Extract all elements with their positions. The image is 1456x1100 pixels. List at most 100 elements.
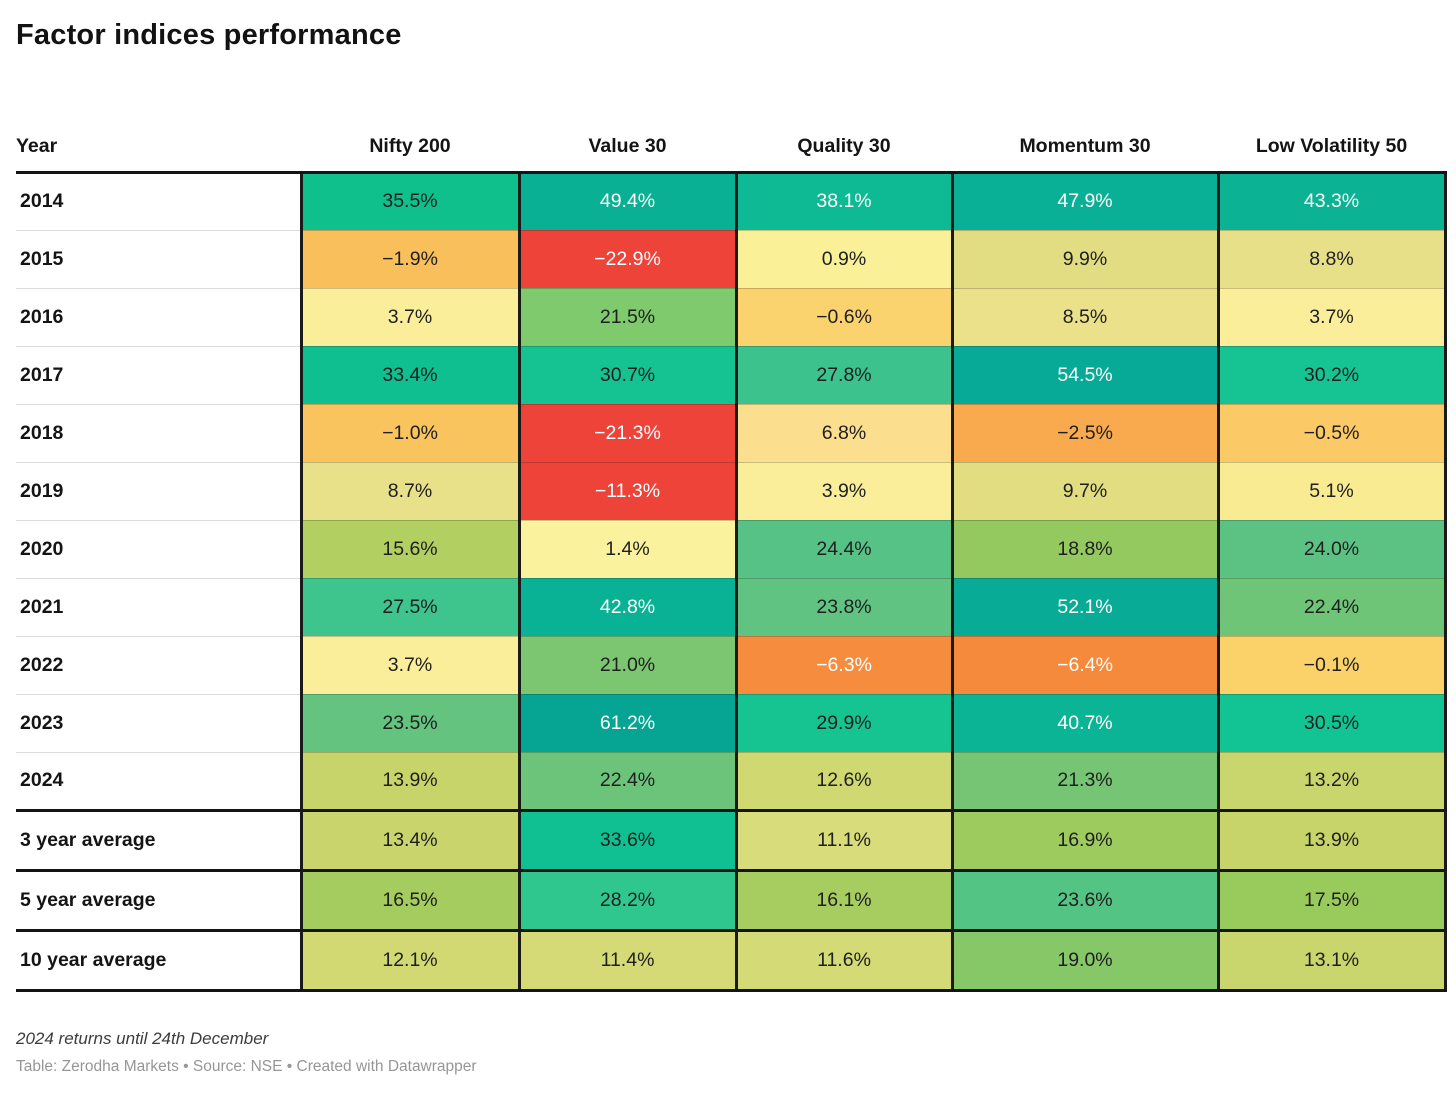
- value-cell-nifty-200-2019: 8.7%: [299, 461, 519, 520]
- value-cell-nifty-200-2022: 3.7%: [299, 635, 519, 694]
- value-cell-low-volatility-50-2021: 22.4%: [1216, 577, 1447, 636]
- table-row: 2015 −1.9% −22.9% 0.9% 9.9% 8.8%: [16, 229, 1447, 288]
- table-graphic: Factor indices performance Year Nifty 200…: [16, 19, 1447, 1075]
- value-cell-low-volatility-50-2016: 3.7%: [1216, 287, 1447, 346]
- row-label-2024: 2024: [16, 751, 301, 810]
- value-cell-value-30-2016: 21.5%: [517, 287, 736, 346]
- value-cell-quality-30-2016: −0.6%: [734, 287, 952, 346]
- column-header-momentum-30: Momentum 30: [952, 94, 1218, 174]
- value-cell-quality-30-2019: 3.9%: [734, 461, 952, 520]
- value-cell-value-30-2014: 49.4%: [517, 171, 736, 230]
- value-cell-momentum-30-3-year-average: 16.9%: [950, 808, 1218, 870]
- value-cell-nifty-200-10-year-average: 12.1%: [299, 928, 519, 992]
- footnote: 2024 returns until 24th December: [16, 1028, 269, 1048]
- value-cell-nifty-200-3-year-average: 13.4%: [299, 808, 519, 870]
- value-cell-value-30-10-year-average: 11.4%: [517, 928, 736, 992]
- table-row: 2018 −1.0% −21.3% 6.8% −2.5% −0.5%: [16, 403, 1447, 462]
- row-label-2020: 2020: [16, 519, 301, 578]
- value-cell-value-30-2022: 21.0%: [517, 635, 736, 694]
- value-cell-low-volatility-50-2017: 30.2%: [1216, 345, 1447, 404]
- average-row: 10 year average 12.1% 11.4% 11.6% 19.0% 13.1%: [16, 928, 1447, 992]
- column-header-low-volatility-50: Low Volatility 50: [1218, 94, 1445, 174]
- value-cell-quality-30-2023: 29.9%: [734, 693, 952, 752]
- value-cell-momentum-30-10-year-average: 19.0%: [950, 928, 1218, 992]
- value-cell-momentum-30-2016: 8.5%: [950, 287, 1218, 346]
- column-header-nifty-200: Nifty 200: [301, 94, 519, 174]
- row-label-2018: 2018: [16, 403, 301, 462]
- value-cell-momentum-30-2023: 40.7%: [950, 693, 1218, 752]
- value-cell-nifty-200-2018: −1.0%: [299, 403, 519, 462]
- row-label-3-year-average: 3 year average: [16, 808, 301, 870]
- value-cell-value-30-2020: 1.4%: [517, 519, 736, 578]
- value-cell-quality-30-2021: 23.8%: [734, 577, 952, 636]
- value-cell-value-30-2019: −11.3%: [517, 461, 736, 520]
- value-cell-value-30-3-year-average: 33.6%: [517, 808, 736, 870]
- value-cell-quality-30-5-year-average: 16.1%: [734, 868, 952, 930]
- header-row: Year Nifty 200 Value 30 Quality 30 Momentum …: [16, 94, 1445, 174]
- row-label-2016: 2016: [16, 287, 301, 346]
- value-cell-quality-30-2024: 12.6%: [734, 751, 952, 810]
- value-cell-momentum-30-2022: −6.4%: [950, 635, 1218, 694]
- value-cell-momentum-30-2017: 54.5%: [950, 345, 1218, 404]
- value-cell-low-volatility-50-5-year-average: 17.5%: [1216, 868, 1447, 930]
- value-cell-nifty-200-2017: 33.4%: [299, 345, 519, 404]
- value-cell-low-volatility-50-3-year-average: 13.9%: [1216, 808, 1447, 870]
- factor-performance-table: Year Nifty 200 Value 30 Quality 30 Momentum …: [16, 94, 1447, 992]
- value-cell-quality-30-2017: 27.8%: [734, 345, 952, 404]
- value-cell-value-30-2018: −21.3%: [517, 403, 736, 462]
- row-label-2022: 2022: [16, 635, 301, 694]
- value-cell-nifty-200-2024: 13.9%: [299, 751, 519, 810]
- column-header-quality-30: Quality 30: [736, 94, 952, 174]
- column-header-value-30: Value 30: [519, 94, 736, 174]
- table-row: 2023 23.5% 61.2% 29.9% 40.7% 30.5%: [16, 693, 1447, 752]
- table-row: 2014 35.5% 49.4% 38.1% 47.9% 43.3%: [16, 171, 1447, 230]
- table-row: 2021 27.5% 42.8% 23.8% 52.1% 22.4%: [16, 577, 1447, 636]
- value-cell-low-volatility-50-2022: −0.1%: [1216, 635, 1447, 694]
- value-cell-quality-30-2014: 38.1%: [734, 171, 952, 230]
- table-row: 2020 15.6% 1.4% 24.4% 18.8% 24.0%: [16, 519, 1447, 578]
- value-cell-low-volatility-50-2020: 24.0%: [1216, 519, 1447, 578]
- row-label-2019: 2019: [16, 461, 301, 520]
- value-cell-momentum-30-2024: 21.3%: [950, 751, 1218, 810]
- row-label-2014: 2014: [16, 171, 301, 230]
- value-cell-quality-30-3-year-average: 11.1%: [734, 808, 952, 870]
- value-cell-nifty-200-2016: 3.7%: [299, 287, 519, 346]
- value-cell-value-30-2017: 30.7%: [517, 345, 736, 404]
- value-cell-value-30-2023: 61.2%: [517, 693, 736, 752]
- value-cell-quality-30-2015: 0.9%: [734, 229, 952, 288]
- value-cell-low-volatility-50-10-year-average: 13.1%: [1216, 928, 1447, 992]
- row-label-2021: 2021: [16, 577, 301, 636]
- table-row: 2024 13.9% 22.4% 12.6% 21.3% 13.2%: [16, 751, 1447, 810]
- value-cell-low-volatility-50-2019: 5.1%: [1216, 461, 1447, 520]
- value-cell-value-30-2021: 42.8%: [517, 577, 736, 636]
- value-cell-low-volatility-50-2015: 8.8%: [1216, 229, 1447, 288]
- value-cell-low-volatility-50-2024: 13.2%: [1216, 751, 1447, 810]
- value-cell-quality-30-10-year-average: 11.6%: [734, 928, 952, 992]
- table-row: 2017 33.4% 30.7% 27.8% 54.5% 30.2%: [16, 345, 1447, 404]
- page-title: Factor indices performance: [16, 19, 402, 51]
- value-cell-nifty-200-2023: 23.5%: [299, 693, 519, 752]
- table-row: 2016 3.7% 21.5% −0.6% 8.5% 3.7%: [16, 287, 1447, 346]
- value-cell-low-volatility-50-2018: −0.5%: [1216, 403, 1447, 462]
- row-label-10-year-average: 10 year average: [16, 928, 301, 992]
- value-cell-value-30-2024: 22.4%: [517, 751, 736, 810]
- value-cell-value-30-5-year-average: 28.2%: [517, 868, 736, 930]
- value-cell-nifty-200-5-year-average: 16.5%: [299, 868, 519, 930]
- value-cell-momentum-30-2020: 18.8%: [950, 519, 1218, 578]
- value-cell-momentum-30-2015: 9.9%: [950, 229, 1218, 288]
- value-cell-nifty-200-2015: −1.9%: [299, 229, 519, 288]
- credit-line: Table: Zerodha Markets • Source: NSE • C…: [16, 1057, 477, 1075]
- average-row: 3 year average 13.4% 33.6% 11.1% 16.9% 13.9%: [16, 808, 1447, 870]
- value-cell-momentum-30-2021: 52.1%: [950, 577, 1218, 636]
- value-cell-momentum-30-2019: 9.7%: [950, 461, 1218, 520]
- table-row: 2022 3.7% 21.0% −6.3% −6.4% −0.1%: [16, 635, 1447, 694]
- table-row: 2019 8.7% −11.3% 3.9% 9.7% 5.1%: [16, 461, 1447, 520]
- value-cell-nifty-200-2021: 27.5%: [299, 577, 519, 636]
- column-header-year: Year: [16, 94, 301, 174]
- value-cell-nifty-200-2020: 15.6%: [299, 519, 519, 578]
- value-cell-quality-30-2018: 6.8%: [734, 403, 952, 462]
- value-cell-low-volatility-50-2014: 43.3%: [1216, 171, 1447, 230]
- value-cell-quality-30-2022: −6.3%: [734, 635, 952, 694]
- value-cell-momentum-30-2018: −2.5%: [950, 403, 1218, 462]
- row-label-2023: 2023: [16, 693, 301, 752]
